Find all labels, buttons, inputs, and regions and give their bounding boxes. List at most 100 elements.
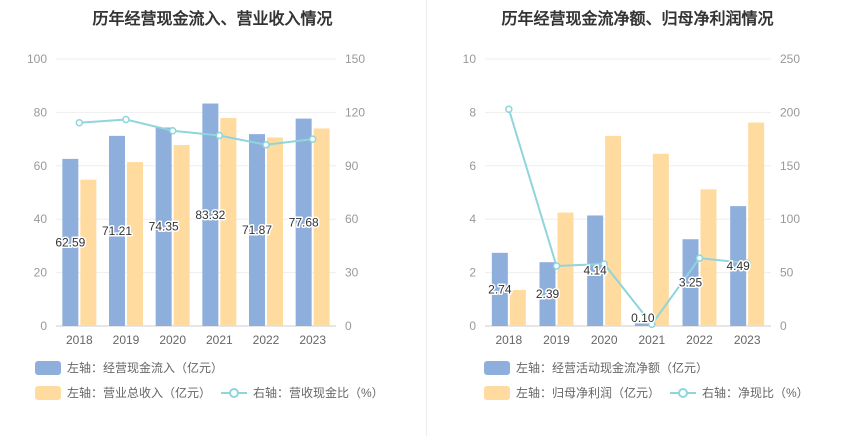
left-axis-tick: 10	[463, 52, 477, 66]
right-axis-tick: 150	[345, 52, 365, 66]
left-axis-tick: 0	[469, 319, 476, 333]
ratio-line	[507, 108, 748, 326]
left-axis-tick: 4	[469, 212, 476, 226]
bar-net-cashflow	[491, 252, 508, 326]
data-label: 71.21	[102, 224, 132, 238]
ratio-line	[79, 118, 313, 146]
legend-item-net-profit[interactable]: 左轴：归母净利润（亿元）	[484, 384, 660, 401]
bar-net-cashflow	[730, 206, 747, 326]
legend-item-ratio[interactable]: 右轴：营收现金比（%）	[221, 384, 384, 401]
bar-net-profit	[700, 189, 717, 326]
left-axis-tick: 20	[34, 266, 48, 280]
x-axis-tick: 2022	[686, 333, 713, 347]
right-axis-tick: 90	[345, 159, 359, 173]
x-axis-tick: 2020	[591, 333, 618, 347]
data-label: 3.25	[679, 276, 703, 290]
right-axis-tick: 60	[345, 212, 359, 226]
bar-revenue	[80, 179, 97, 326]
x-axis-tick: 2023	[734, 333, 761, 347]
x-axis-tick: 2021	[638, 333, 665, 347]
x-axis-tick: 2023	[299, 333, 326, 347]
bar-revenue	[267, 137, 283, 326]
left-axis-tick: 2	[469, 266, 476, 280]
x-axis-tick: 2021	[206, 333, 233, 347]
right-axis-tick: 30	[345, 266, 359, 280]
left-axis-tick: 6	[469, 159, 476, 173]
bar-cash-inflow	[249, 134, 265, 326]
legend-line-swatch	[670, 386, 696, 400]
ratio-point	[75, 118, 84, 127]
right-axis-tick: 250	[780, 52, 800, 66]
legend-label: 左轴：营业总收入（亿元）	[67, 386, 212, 400]
panel-divider	[426, 0, 427, 436]
bar-net-profit	[748, 122, 765, 327]
ratio-point	[262, 141, 270, 149]
x-axis-tick: 2019	[113, 333, 140, 347]
data-label: 2.39	[536, 287, 560, 301]
chart-title-left: 历年经营现金流入、营业收入情况	[92, 11, 333, 28]
ratio-point	[308, 135, 317, 143]
data-label: 77.68	[289, 215, 319, 229]
data-label: 2.74	[488, 282, 512, 296]
ratio-point	[743, 259, 751, 267]
bar-cash-inflow	[62, 158, 79, 326]
legend-item-net-cash-ratio[interactable]: 右轴：净现比（%）	[670, 384, 809, 401]
ratio-point	[648, 320, 656, 329]
data-label: 62.59	[55, 235, 85, 249]
ratio-point	[122, 115, 130, 124]
bar-cash-inflow	[202, 103, 219, 326]
bar-net-cashflow	[587, 215, 604, 326]
ratio-point	[552, 262, 561, 270]
bar-revenue	[220, 118, 237, 326]
legend-label: 右轴：净现比（%）	[702, 386, 809, 400]
ratio-point	[505, 105, 513, 113]
left-axis-tick: 8	[469, 105, 476, 119]
data-label: 4.49	[726, 259, 750, 273]
left-axis-tick: 80	[34, 105, 48, 119]
legend-item-net-cashflow[interactable]: 左轴：经营活动现金流净额（亿元）	[484, 359, 708, 376]
ratio-point	[215, 131, 224, 140]
legend-item-cash-inflow[interactable]: 左轴：经营现金流入（亿元）	[35, 359, 223, 376]
x-axis-tick: 2018	[495, 333, 522, 347]
bar-net-cashflow	[539, 262, 556, 326]
left-axis-tick: 40	[34, 212, 48, 226]
bar-revenue	[127, 162, 143, 326]
bar-net-profit	[557, 212, 574, 326]
data-label: 74.35	[149, 220, 179, 234]
data-label: 0.10	[631, 311, 655, 325]
legend-item-revenue[interactable]: 左轴：营业总收入（亿元）	[35, 384, 211, 401]
bar-net-profit	[605, 135, 622, 326]
data-label: 4.14	[583, 264, 607, 278]
chart-title-right: 历年经营现金流净额、归母净利润情况	[501, 11, 774, 28]
left-axis-tick: 60	[34, 159, 48, 173]
bar-cash-inflow	[109, 135, 125, 326]
left-axis-tick: 0	[40, 319, 47, 333]
legend-swatch-orange	[35, 385, 61, 400]
legend-swatch-blue	[484, 360, 510, 375]
bar-net-profit	[652, 153, 669, 326]
x-axis-tick: 2022	[253, 333, 280, 347]
ratio-point	[168, 126, 177, 135]
bar-cash-inflow	[155, 127, 172, 326]
bar-net-cashflow	[682, 239, 699, 326]
legend-label: 左轴：经营活动现金流净额（亿元）	[516, 361, 709, 375]
bar-revenue	[313, 128, 330, 326]
data-label: 71.87	[242, 223, 272, 237]
bar-cash-inflow	[295, 118, 312, 327]
chart-panel-right: 历年经营现金流净额、归母净利润情况 0 0 2 50 4 100 6 150 8 200 10 250…	[425, 0, 850, 436]
right-axis-tick: 50	[780, 266, 794, 280]
legend-swatch-blue	[35, 360, 61, 375]
right-axis-tick: 150	[780, 159, 800, 173]
bar-net-profit	[509, 289, 526, 326]
legend-line-swatch	[221, 386, 247, 400]
ratio-point	[600, 260, 608, 268]
legend-label: 左轴：归母净利润（亿元）	[516, 386, 661, 400]
legend-label: 右轴：营收现金比（%）	[253, 386, 384, 400]
right-axis-tick: 100	[780, 212, 800, 226]
bar-net-cashflow	[634, 323, 651, 326]
x-axis-tick: 2018	[66, 333, 93, 347]
right-axis-tick: 200	[780, 105, 800, 119]
right-axis-tick: 0	[345, 319, 352, 333]
x-axis-tick: 2020	[159, 333, 186, 347]
legend-swatch-orange	[484, 385, 510, 400]
